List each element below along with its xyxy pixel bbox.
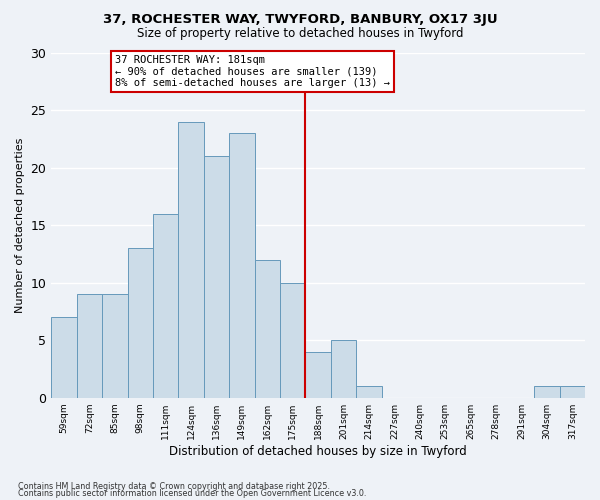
Text: Contains public sector information licensed under the Open Government Licence v3: Contains public sector information licen… bbox=[18, 490, 367, 498]
Bar bbox=[305, 352, 331, 398]
Text: 37 ROCHESTER WAY: 181sqm
← 90% of detached houses are smaller (139)
8% of semi-d: 37 ROCHESTER WAY: 181sqm ← 90% of detach… bbox=[115, 55, 390, 88]
Bar bbox=[153, 214, 178, 398]
X-axis label: Distribution of detached houses by size in Twyford: Distribution of detached houses by size … bbox=[169, 444, 467, 458]
Bar bbox=[560, 386, 585, 398]
Text: Contains HM Land Registry data © Crown copyright and database right 2025.: Contains HM Land Registry data © Crown c… bbox=[18, 482, 330, 491]
Bar bbox=[254, 260, 280, 398]
Bar bbox=[77, 294, 102, 398]
Bar bbox=[204, 156, 229, 398]
Bar bbox=[102, 294, 128, 398]
Bar bbox=[128, 248, 153, 398]
Bar bbox=[356, 386, 382, 398]
Text: Size of property relative to detached houses in Twyford: Size of property relative to detached ho… bbox=[137, 28, 463, 40]
Bar bbox=[534, 386, 560, 398]
Y-axis label: Number of detached properties: Number of detached properties bbox=[15, 138, 25, 313]
Text: 37, ROCHESTER WAY, TWYFORD, BANBURY, OX17 3JU: 37, ROCHESTER WAY, TWYFORD, BANBURY, OX1… bbox=[103, 12, 497, 26]
Bar bbox=[178, 122, 204, 398]
Bar bbox=[280, 282, 305, 398]
Bar bbox=[229, 133, 254, 398]
Bar bbox=[331, 340, 356, 398]
Bar bbox=[51, 317, 77, 398]
